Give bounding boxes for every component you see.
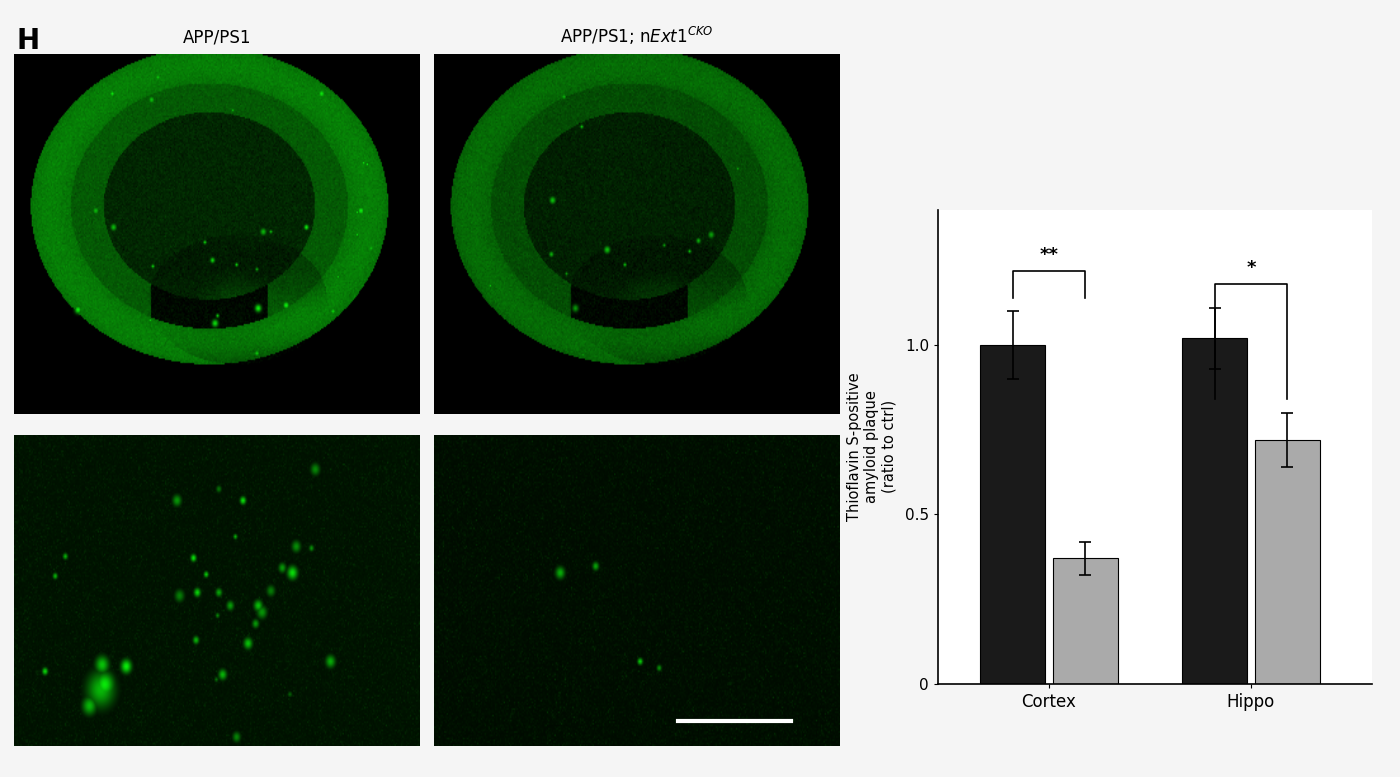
Text: **: ** — [1040, 246, 1058, 264]
Text: APP/PS1: APP/PS1 — [183, 29, 251, 47]
Bar — [1053, 559, 1117, 684]
Bar — [1254, 440, 1320, 684]
Text: H: H — [17, 27, 41, 55]
Text: *: * — [1246, 260, 1256, 277]
Y-axis label: Thioflavin S-positive
amyloid plaque
(ratio to ctrl): Thioflavin S-positive amyloid plaque (ra… — [847, 372, 896, 521]
Text: APP/PS1; n$\it{Ext1}$$^{CKO}$: APP/PS1; n$\it{Ext1}$$^{CKO}$ — [560, 25, 714, 47]
Bar — [980, 345, 1044, 684]
Bar — [1182, 339, 1247, 684]
